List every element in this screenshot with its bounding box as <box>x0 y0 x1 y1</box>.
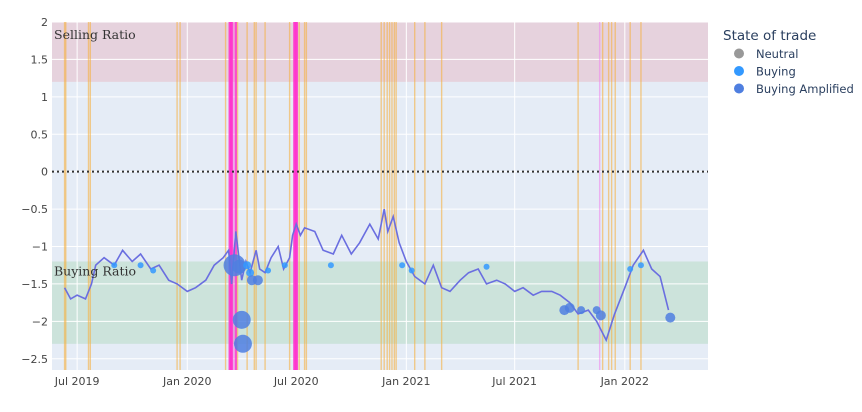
trade-marker <box>627 265 634 272</box>
legend-swatch <box>734 83 744 94</box>
trade-marker <box>483 263 490 270</box>
trade-marker <box>665 312 676 323</box>
y-tick-label: −1 <box>32 241 48 254</box>
x-tick-label: Jul 2019 <box>54 375 100 388</box>
event-lines <box>63 22 642 370</box>
selling-ratio-band <box>52 22 708 82</box>
trade-marker <box>577 306 586 315</box>
x-tick-label: Jan 2022 <box>600 375 649 388</box>
x-tick-label: Jan 2021 <box>381 375 430 388</box>
legend-title: State of trade <box>723 28 816 44</box>
trade-marker <box>265 267 272 274</box>
y-tick-label: 1 <box>41 91 48 104</box>
y-tick-label: 2 <box>41 16 48 29</box>
trade-marker <box>327 262 334 269</box>
legend-item[interactable]: Buying <box>734 65 796 79</box>
legend-item[interactable]: Buying Amplified <box>734 82 854 96</box>
trade-marker <box>150 267 157 274</box>
trade-marker <box>408 267 415 274</box>
horizontal-gridlines <box>52 21 708 360</box>
x-tick-label: Jan 2020 <box>162 375 211 388</box>
trade-marker <box>399 262 406 269</box>
trade-marker <box>111 262 118 269</box>
y-axis-tick-labels: 2 1.5 1 0.5 0 −0.5 −1 −1.5 −2 −2.5 <box>21 16 48 366</box>
x-tick-label: Jul 2021 <box>491 375 537 388</box>
y-tick-label: 0 <box>41 166 48 179</box>
trade-marker <box>281 262 288 269</box>
trade-marker <box>246 268 255 277</box>
legend-swatch <box>734 48 744 59</box>
x-tick-label: Jul 2020 <box>273 375 319 388</box>
legend-items[interactable]: Neutral Buying Buying Amplified <box>734 47 854 96</box>
buying-ratio-label: Buying Ratio <box>54 263 136 278</box>
x-axis-tick-labels: Jul 2019 Jan 2020 Jul 2020 Jan 2021 Jul 2021… <box>54 375 649 388</box>
y-tick-label: −2.5 <box>21 353 48 366</box>
trade-markers <box>111 254 676 353</box>
trade-marker <box>243 261 252 270</box>
trade-marker <box>137 262 144 269</box>
legend-label: Neutral <box>756 47 798 61</box>
trade-marker <box>232 259 247 274</box>
trade-marker <box>232 310 251 329</box>
series-line <box>63 208 670 343</box>
trade-marker <box>595 310 606 321</box>
y-tick-label: 1.5 <box>31 53 49 66</box>
y-tick-label: −1.5 <box>21 278 48 291</box>
plot-area: Selling Ratio Buying Ratio <box>52 21 708 370</box>
selling-ratio-label: Selling Ratio <box>54 27 136 42</box>
trade-marker <box>233 334 252 353</box>
legend-swatch <box>734 66 744 76</box>
legend-item[interactable]: Neutral <box>734 47 798 61</box>
buying-ratio-band <box>52 261 708 344</box>
trade-marker <box>637 262 644 269</box>
legend[interactable]: State of trade Neutral Buying Buying Ampli… <box>723 28 854 96</box>
y-tick-label: −2 <box>32 315 48 328</box>
trade-marker <box>252 275 263 286</box>
y-tick-label: −0.5 <box>21 203 48 216</box>
y-tick-label: 0.5 <box>31 128 49 141</box>
legend-label: Buying Amplified <box>756 82 854 96</box>
trade-marker <box>564 302 575 313</box>
legend-label: Buying <box>756 65 796 79</box>
